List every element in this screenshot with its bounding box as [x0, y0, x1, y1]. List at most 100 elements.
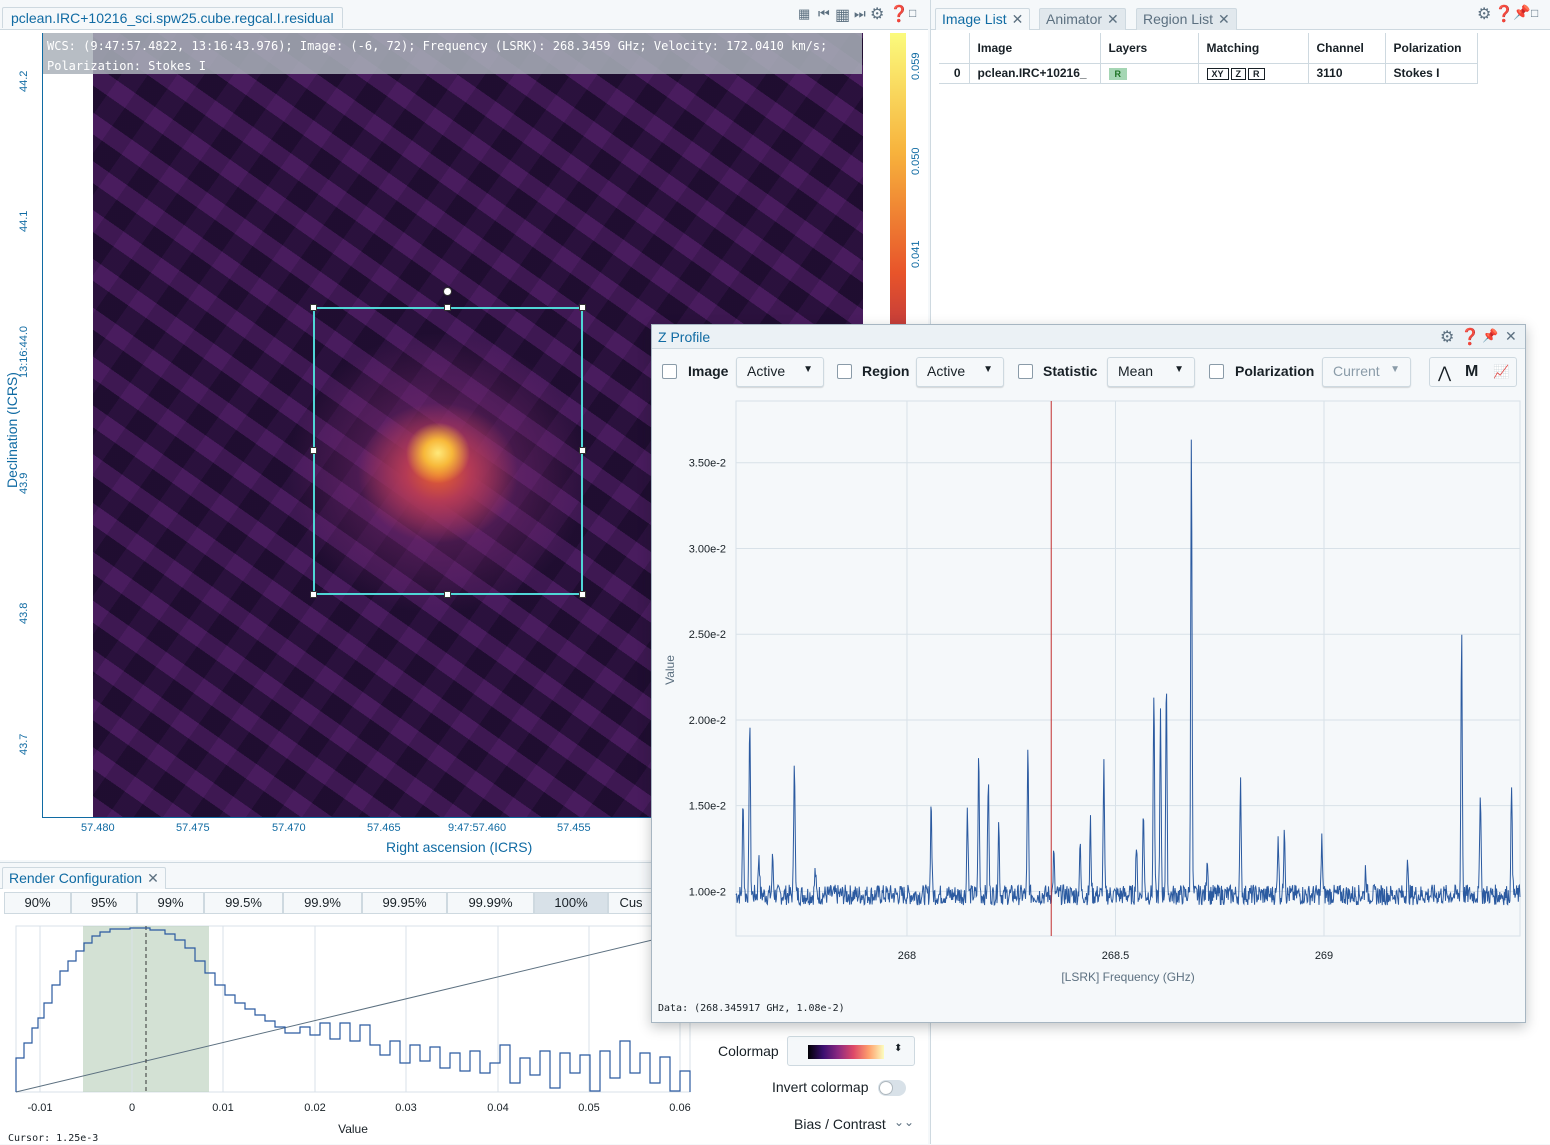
percentile-button-selected[interactable]: 100% [534, 892, 608, 914]
matching-cell: XY Z R [1198, 63, 1309, 84]
help-icon[interactable]: ❓ [1460, 329, 1480, 346]
bias-contrast-label[interactable]: Bias / Contrast [794, 1116, 886, 1132]
tile-layout-icon[interactable]: ▦ [835, 7, 851, 24]
region-handle[interactable] [579, 591, 586, 598]
percentile-button[interactable]: Cus [608, 892, 654, 914]
colorbar-tick-label: 0.050 [910, 147, 922, 175]
y-tick-label: 2.50e-2 [689, 629, 726, 641]
x-tick-label: 57.470 [272, 822, 306, 834]
z-profile-titlebar[interactable]: Z Profile ⚙ ❓ 📌 ✕ [652, 325, 1525, 349]
tab-render-config[interactable]: Render Configuration ✕ [2, 867, 166, 889]
region-handle[interactable] [310, 591, 317, 598]
column-header[interactable]: Channel [1308, 33, 1386, 64]
close-icon[interactable]: ✕ [1107, 11, 1119, 27]
histogram-x-label: Value [338, 1122, 368, 1136]
percentile-button[interactable]: 90% [4, 892, 71, 914]
region-handle[interactable] [444, 591, 451, 598]
layers-cell: R [1100, 63, 1199, 84]
control-label: Image [688, 363, 729, 379]
fitting-icon[interactable]: 📈 [1493, 364, 1510, 379]
chevron-double-down-icon[interactable]: ⌄⌄ [894, 1115, 915, 1129]
colorbar [890, 33, 906, 333]
tab-label: Region List [1143, 11, 1214, 27]
statistic-select[interactable]: Mean ▼ [1107, 357, 1195, 387]
close-icon[interactable]: ✕ [1505, 328, 1517, 344]
index-header [939, 33, 970, 64]
gear-icon[interactable]: ⚙ [870, 6, 885, 23]
histogram-plot[interactable]: -0.01 0 0.01 0.02 0.03 0.04 0.05 0.06 Va… [0, 923, 700, 1145]
image-select[interactable]: Active ▼ [736, 357, 824, 387]
colormap-select[interactable]: ⬍ [787, 1036, 915, 1066]
help-icon[interactable]: ❓ [1494, 6, 1514, 23]
statistic-checkbox[interactable] [1018, 364, 1033, 379]
close-icon[interactable]: ✕ [147, 870, 159, 886]
tab-image-list[interactable]: Image List ✕ [935, 8, 1031, 30]
z-profile-controls: Image Active ▼ Region Active ▼ Statistic… [662, 357, 1522, 389]
column-header[interactable]: Image [969, 33, 1101, 64]
pin-icon[interactable]: 📌 [1482, 328, 1499, 343]
moments-button[interactable]: M [1465, 363, 1479, 380]
select-value: Mean [1118, 363, 1154, 379]
percentile-button[interactable]: 99.9% [283, 892, 362, 914]
colormap-label: Colormap [718, 1043, 779, 1059]
toggle-knob [880, 1082, 892, 1094]
spectrum-series-line [735, 439, 1521, 907]
gear-icon[interactable]: ⚙ [1440, 329, 1455, 346]
tool-button-group: ⋀ M 📈 [1429, 357, 1517, 387]
image-checkbox[interactable] [662, 364, 677, 379]
maximize-icon[interactable]: □ [909, 6, 917, 20]
tab-region-list[interactable]: Region List ✕ [1136, 8, 1237, 30]
first-frame-icon[interactable]: ⏮ [818, 6, 830, 21]
invert-colormap-toggle[interactable] [878, 1080, 906, 1096]
image-title: pclean.IRC+10216_sci.spw25.cube.regcal.I… [11, 10, 334, 26]
match-r-button[interactable]: R [1248, 68, 1265, 80]
maximize-icon[interactable]: □ [1531, 6, 1539, 20]
image-list-table: Image Layers Matching Channel Polarizati… [939, 33, 1478, 84]
next-frame-icon[interactable]: ⏭ [854, 6, 866, 21]
polarization-checkbox[interactable] [1209, 364, 1224, 379]
y-tick-label: 13:16:44.0 [18, 326, 30, 378]
gear-icon[interactable]: ⚙ [1477, 6, 1492, 23]
image-viewer-tab[interactable]: pclean.IRC+10216_sci.spw25.cube.regcal.I… [2, 7, 343, 28]
region-handle[interactable] [310, 304, 317, 311]
colormap-swatch [808, 1045, 884, 1059]
region-handle[interactable] [444, 304, 451, 311]
column-header[interactable]: Layers [1100, 33, 1199, 64]
region-rotate-handle[interactable] [443, 287, 452, 296]
help-icon[interactable]: ❓ [889, 6, 909, 23]
chart-x-ticks: 268 268.5 269 [898, 950, 1333, 962]
percentile-button[interactable]: 99% [137, 892, 204, 914]
tab-animator[interactable]: Animator ✕ [1039, 8, 1126, 30]
close-icon[interactable]: ✕ [1218, 11, 1230, 27]
close-icon[interactable]: ✕ [1011, 11, 1024, 27]
region-handle[interactable] [579, 304, 586, 311]
grid-layout-icon[interactable]: ▦ [798, 6, 811, 21]
region-select[interactable]: Active ▼ [916, 357, 1004, 387]
region-checkbox[interactable] [837, 364, 852, 379]
chevron-updown-icon: ⬍ [894, 1043, 903, 1054]
region-handle[interactable] [579, 447, 586, 454]
polarization-select[interactable]: Current ▼ [1322, 357, 1411, 387]
column-header[interactable]: Polarization [1385, 33, 1478, 64]
select-value: Active [747, 363, 786, 379]
table-row[interactable]: 0 pclean.IRC+10216_ R XY Z R 3110 Stokes I [939, 63, 1478, 84]
x-tick-label: 268.5 [1102, 950, 1130, 962]
column-header[interactable]: Matching [1198, 33, 1309, 64]
z-profile-chart[interactable]: 1.00e-2 1.50e-2 2.00e-2 2.50e-2 3.00e-2 3.50e… [652, 395, 1525, 1015]
raster-layer-badge[interactable]: R [1108, 68, 1127, 80]
percentile-button[interactable]: 99.95% [362, 892, 447, 914]
match-z-button[interactable]: Z [1230, 68, 1247, 80]
control-label: Statistic [1043, 363, 1098, 379]
image-name-cell[interactable]: pclean.IRC+10216_ [969, 63, 1101, 84]
histogram-range-highlight [83, 926, 209, 1092]
percentile-button[interactable]: 99.99% [447, 892, 534, 914]
control-label: Region [862, 363, 910, 379]
match-xy-button[interactable]: XY [1206, 68, 1229, 80]
region-handle[interactable] [310, 447, 317, 454]
pin-icon[interactable]: 📌 [1513, 4, 1531, 20]
smoothing-icon[interactable]: ⋀ [1438, 365, 1452, 382]
y-tick-label: 44.2 [18, 70, 30, 92]
percentile-button[interactable]: 95% [71, 892, 137, 914]
percentile-button[interactable]: 99.5% [204, 892, 283, 914]
histogram-curve [15, 927, 691, 1092]
